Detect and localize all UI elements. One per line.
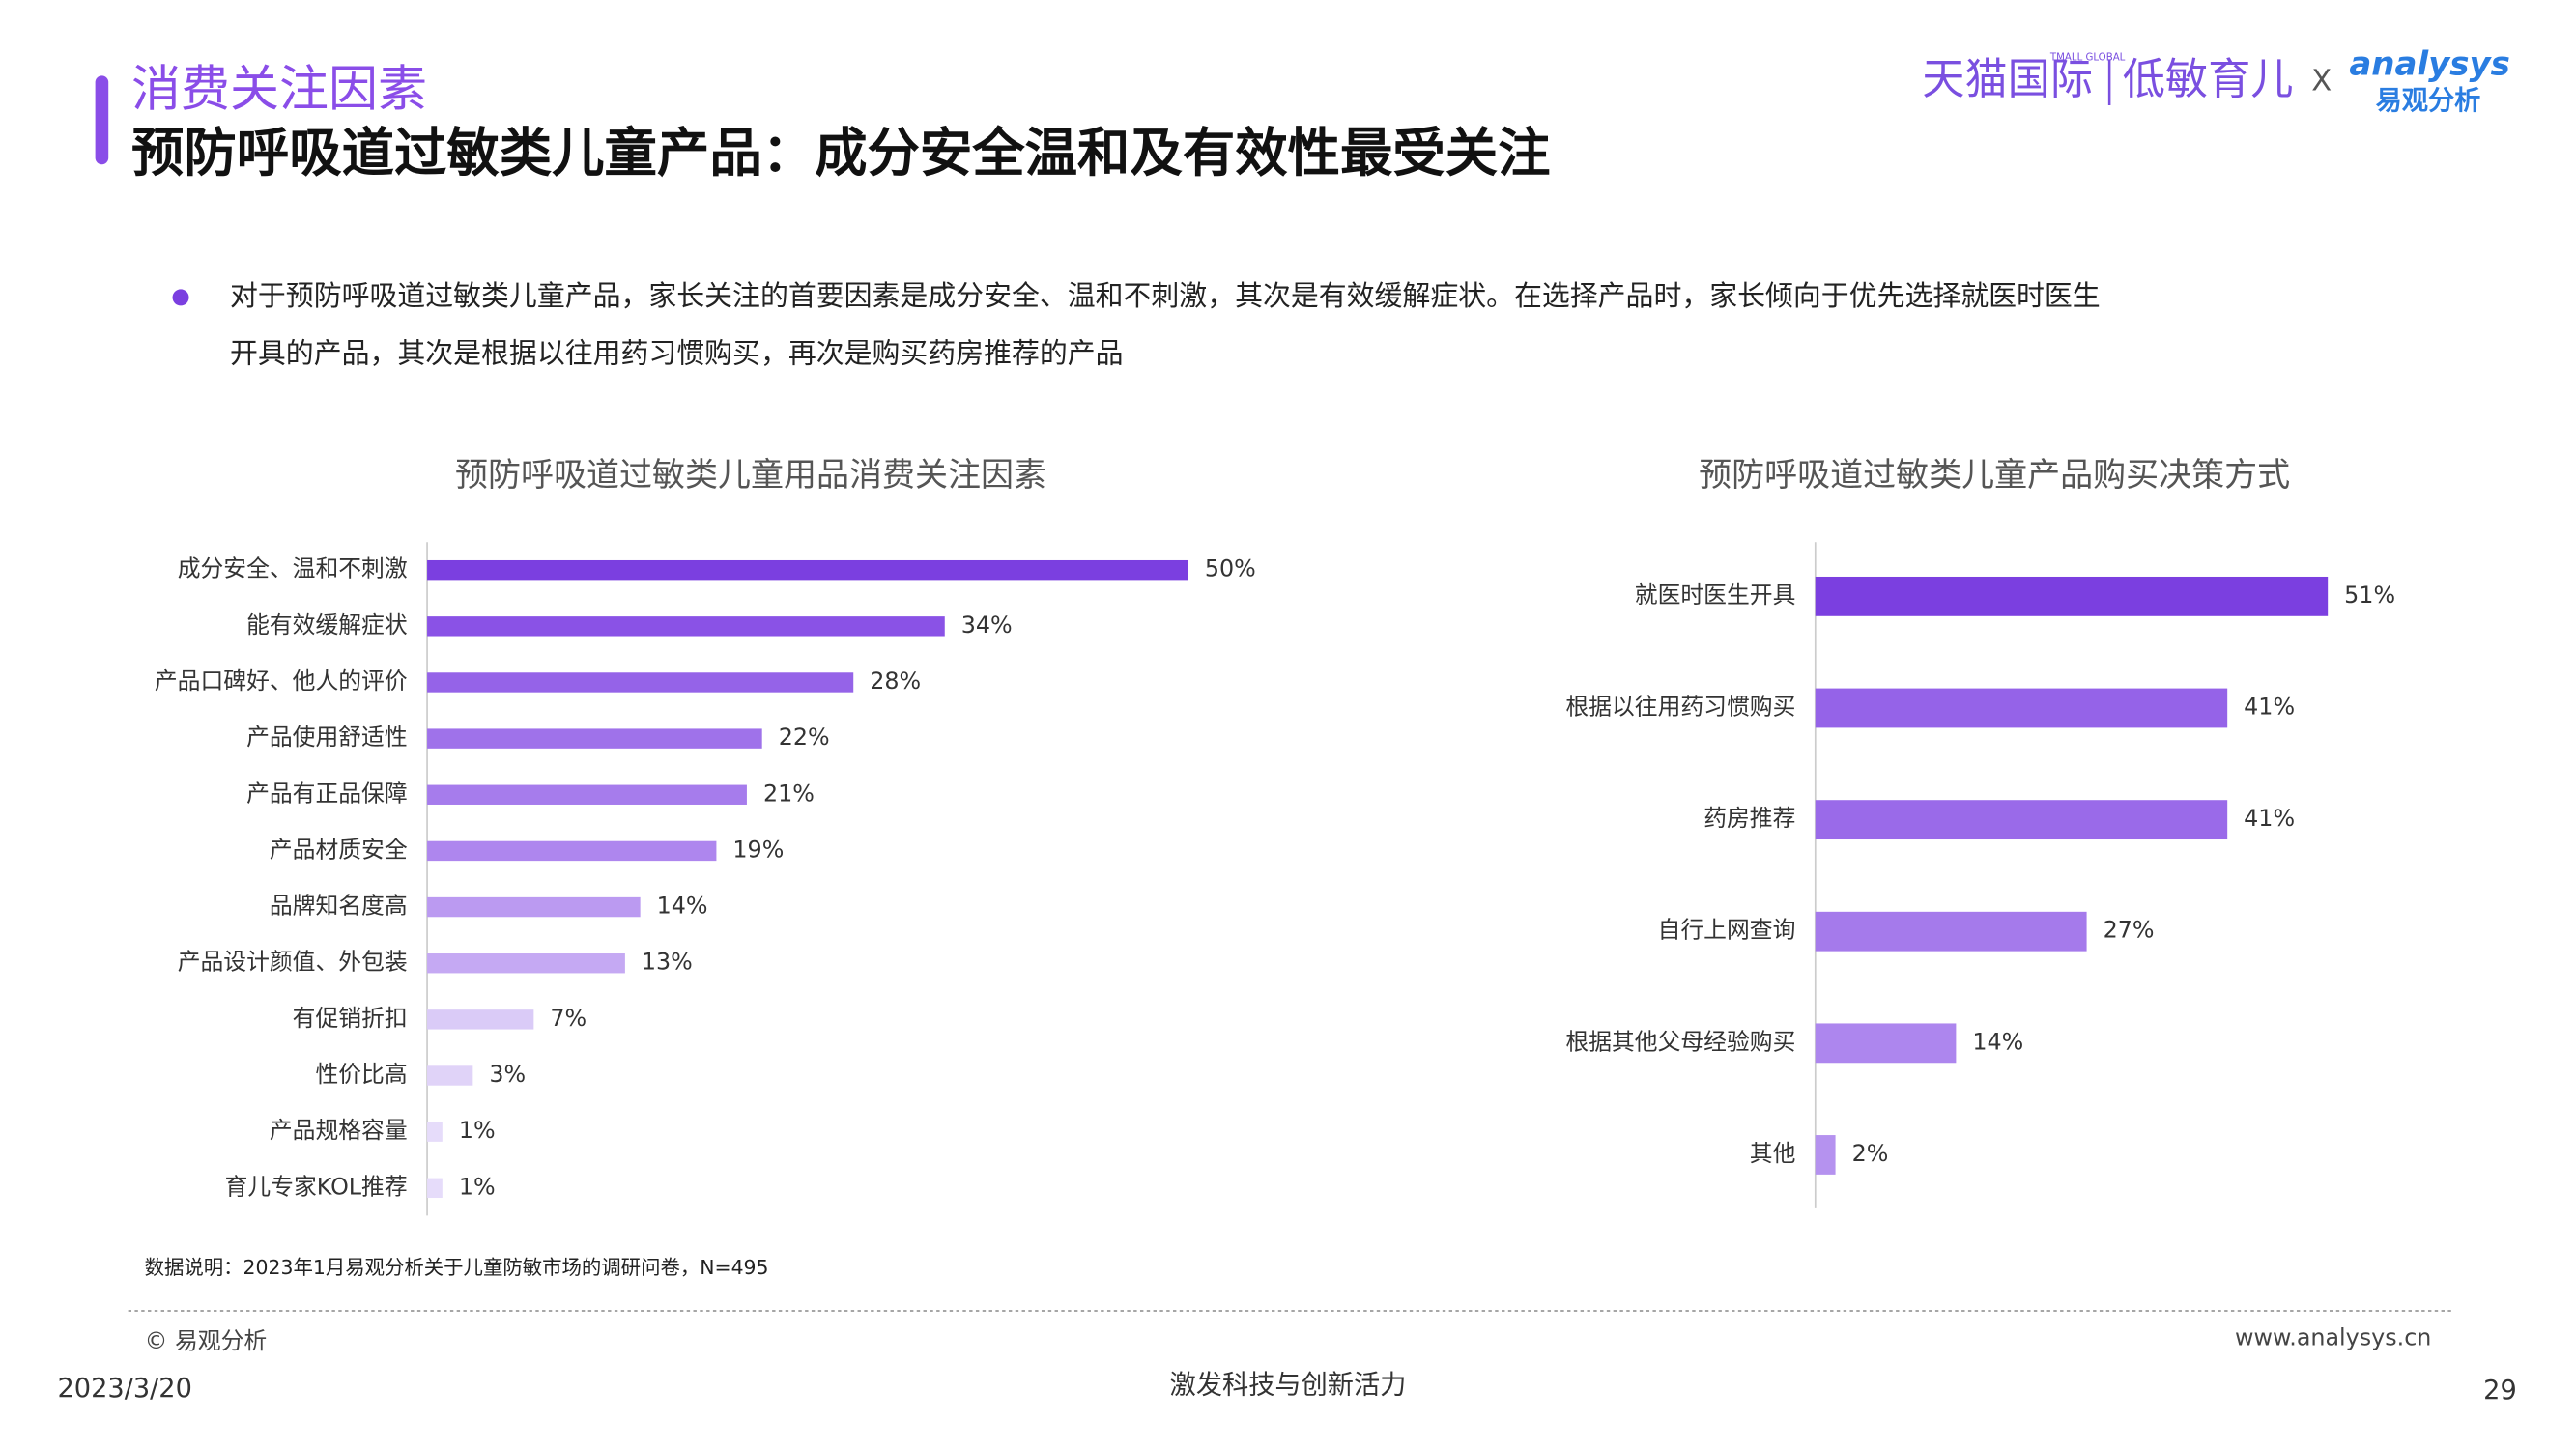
bar — [427, 672, 854, 693]
logo-brand: 天猫国际 — [1922, 55, 2093, 104]
bar — [427, 840, 717, 862]
bar — [427, 1122, 443, 1142]
value-label: 14% — [657, 893, 708, 920]
value-label: 41% — [2244, 805, 2295, 832]
category-label: 能有效缓解症状 — [246, 611, 408, 639]
value-label: 27% — [2104, 917, 2155, 944]
bar — [1815, 1023, 1957, 1064]
category-label: 产品使用舒适性 — [246, 724, 408, 751]
category-label: 产品材质安全 — [270, 836, 408, 863]
bar — [1815, 688, 2228, 728]
value-label: 13% — [642, 949, 693, 976]
category-label: 性价比高 — [315, 1061, 407, 1088]
value-label: 28% — [870, 668, 921, 695]
category-label: 育儿专家KOL推荐 — [225, 1173, 408, 1200]
bar — [1815, 576, 2329, 616]
bullet-text: 开具的产品，其次是根据以往用药习惯购买，再次是购买药房推荐的产品 — [230, 336, 1124, 369]
category-label: 产品口碑好、他人的评价 — [155, 668, 408, 695]
bar — [427, 896, 641, 918]
bullet-dot — [172, 289, 189, 306]
bullet-text: 对于预防呼吸道过敏类儿童产品，家长关注的首要因素是成分安全、温和不刺激，其次是有… — [230, 279, 2101, 312]
value-label: 41% — [2244, 693, 2295, 720]
bar — [427, 1009, 534, 1030]
date: 2023/3/20 — [58, 1374, 192, 1404]
slogan: 激发科技与创新活力 — [1170, 1371, 1407, 1401]
bar — [427, 616, 945, 637]
section-title: 消费关注因素 — [131, 61, 427, 118]
value-label: 1% — [459, 1173, 496, 1200]
bar — [427, 1065, 473, 1086]
category-label: 产品设计颜值、外包装 — [178, 949, 408, 976]
chart-title: 预防呼吸道过敏类儿童产品购买决策方式 — [1699, 456, 2290, 495]
logo-cross: X — [2311, 65, 2332, 99]
category-label: 就医时医生开具 — [1635, 582, 1796, 609]
value-label: 50% — [1205, 555, 1256, 582]
page-number: 29 — [2483, 1376, 2517, 1406]
value-label: 1% — [459, 1117, 496, 1144]
bar — [1815, 1135, 1836, 1175]
slide-title: 预防呼吸道过敏类儿童产品：成分安全温和及有效性最受关注 — [131, 123, 1551, 184]
category-label: 有促销折扣 — [293, 1005, 408, 1032]
bar — [427, 1178, 443, 1199]
value-label: 21% — [763, 780, 815, 807]
value-label: 7% — [550, 1005, 587, 1032]
logo-company: 易观分析 — [2376, 86, 2481, 116]
bar — [427, 784, 747, 805]
logo-partner: 低敏育儿 — [2123, 55, 2294, 104]
bar — [1815, 911, 2087, 952]
bar — [1815, 800, 2228, 840]
category-label: 其他 — [1750, 1140, 1796, 1167]
footnote: 数据说明：2023年1月易观分析关于儿童防敏市场的调研问卷，N=495 — [145, 1256, 769, 1279]
logo-company-en: analysys — [2349, 45, 2510, 84]
bar — [427, 728, 762, 749]
category-label: 自行上网查询 — [1658, 917, 1796, 944]
value-label: 22% — [779, 724, 830, 751]
category-label: 根据其他父母经验购买 — [1565, 1028, 1795, 1055]
value-label: 2% — [1852, 1140, 1889, 1167]
value-label: 51% — [2344, 582, 2395, 609]
bar — [427, 953, 625, 974]
value-label: 34% — [961, 611, 1013, 639]
copyright: © 易观分析 — [145, 1327, 268, 1354]
chart-title: 预防呼吸道过敏类儿童用品消费关注因素 — [455, 456, 1046, 495]
value-label: 19% — [732, 836, 784, 863]
website: www.analysys.cn — [2235, 1323, 2431, 1350]
category-label: 根据以往用药习惯购买 — [1565, 693, 1795, 720]
bar — [427, 559, 1188, 581]
value-label: 14% — [1972, 1028, 2023, 1055]
category-label: 药房推荐 — [1703, 805, 1795, 832]
value-label: 3% — [489, 1061, 526, 1088]
category-label: 成分安全、温和不刺激 — [178, 555, 408, 582]
category-label: 产品有正品保障 — [246, 780, 408, 807]
header-accent — [95, 75, 109, 165]
category-label: 产品规格容量 — [270, 1117, 408, 1144]
category-label: 品牌知名度高 — [270, 893, 408, 920]
logo-brand-en: TMALL GLOBAL — [2049, 53, 2126, 64]
